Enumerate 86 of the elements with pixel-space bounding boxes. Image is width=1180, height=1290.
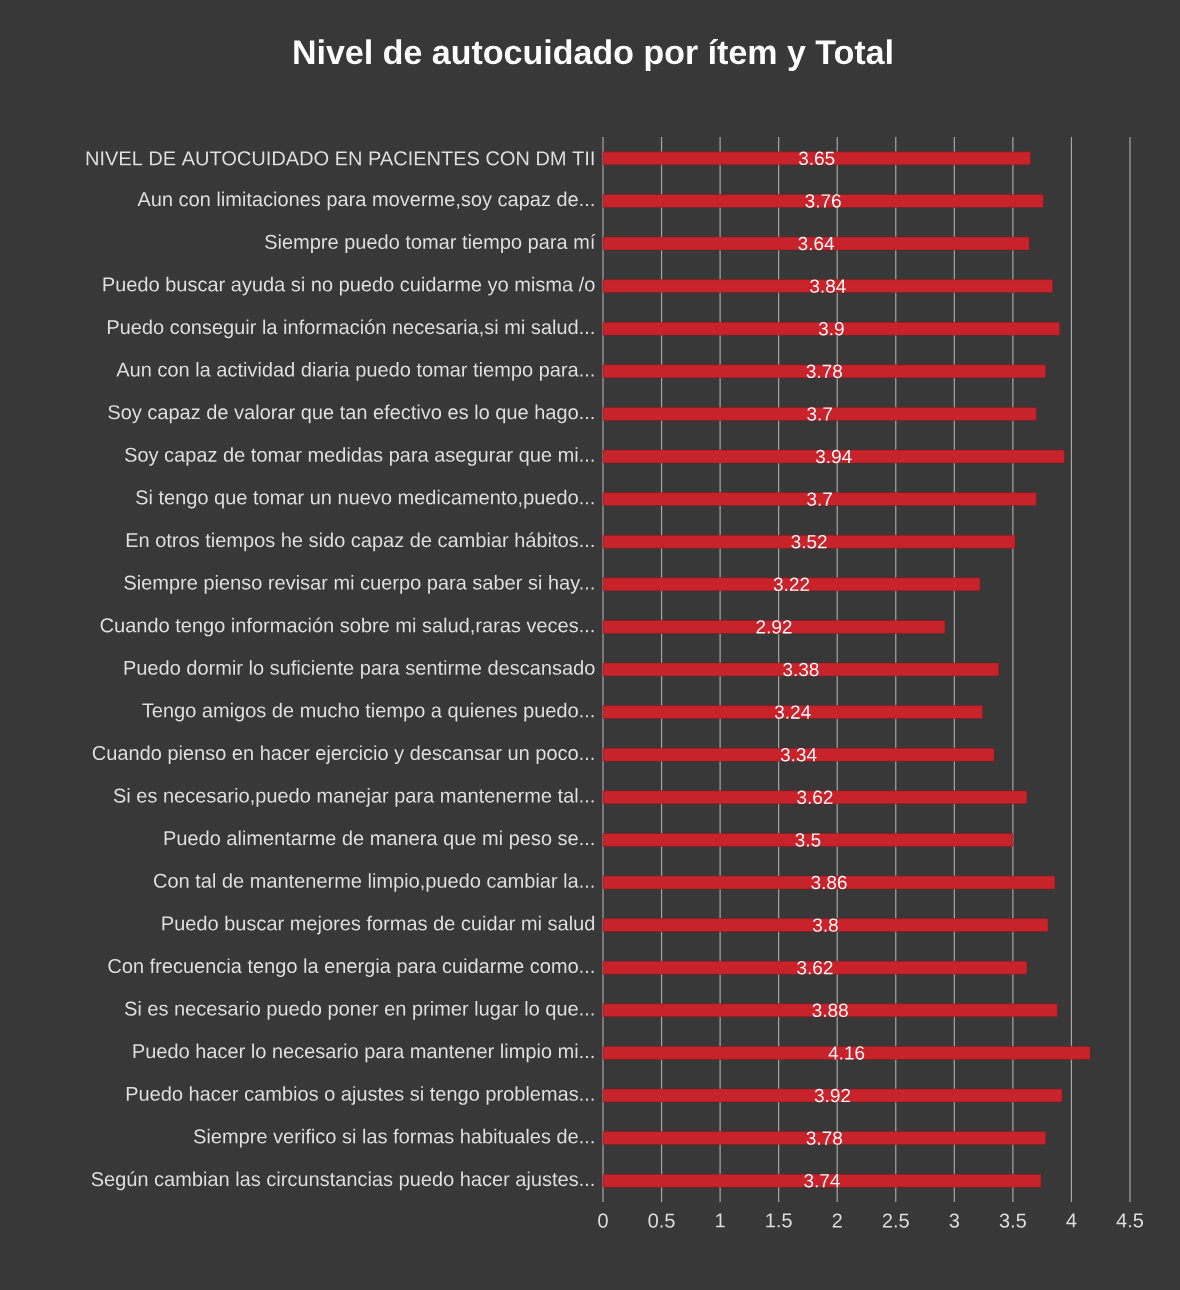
y-tick-label: Soy capaz de tomar medidas para asegurar que mi... [125, 447, 594, 466]
bar [602, 364, 1046, 379]
y-tick-label: Puedo dormir lo suficiente para sentirme descansado [124, 660, 595, 679]
data-label: 2.92 [756, 620, 792, 634]
bar [602, 449, 1065, 464]
x-tick-label: 1.5 [766, 1213, 792, 1228]
bar [602, 875, 1056, 890]
data-label: 3.62 [797, 790, 833, 805]
y-tick-label: Tengo amigos de mucho tiempo a quienes puedo... [142, 702, 594, 722]
y-tick-label: Puedo hacer lo necesario para mantener limpio mi... [133, 1043, 594, 1063]
y-tick-label: Con frecuencia tengo la energia para cuidarme como... [108, 958, 594, 978]
y-tick-label: Si tengo que tomar un nuevo medicamento,puedo... [136, 489, 594, 509]
data-label: 3.8 [813, 918, 838, 932]
bar [602, 620, 946, 634]
data-label: 3.78 [806, 1131, 842, 1145]
bar [602, 279, 1053, 293]
data-label: 3.94 [815, 449, 852, 464]
y-tick-label: Puedo alimentarme de manera que mi peso se... [164, 830, 594, 850]
y-tick-label: Aun con la actividad diaria puedo tomar tiempo para... [116, 362, 594, 381]
y-tick-label: Con tal de mantenerme limpio,puedo cambiar la... [154, 873, 594, 892]
y-tick-label: Puedo hacer cambios o ajustes si tengo problemas... [126, 1086, 594, 1105]
bar [602, 1131, 1046, 1145]
y-tick-label: Si es necesario,puedo manejar para mantenerme tal... [113, 787, 594, 807]
x-tick-label: 1 [716, 1213, 725, 1228]
data-label: 3.65 [798, 151, 835, 166]
data-label: 3.74 [804, 1173, 840, 1188]
bar [602, 790, 1028, 805]
data-label: 3.86 [811, 875, 847, 890]
data-label: 3.64 [798, 236, 835, 251]
data-label: 3.78 [806, 364, 842, 379]
data-label: 3.84 [810, 279, 846, 293]
y-tick-label: Aun con limitaciones para moverme,soy capaz de... [137, 191, 594, 211]
data-label: 3.7 [807, 492, 832, 506]
data-label: 3.76 [805, 194, 841, 208]
y-tick-label: Siempre pienso revisar mi cuerpo para saber si hay... [124, 574, 594, 594]
bar [602, 1046, 1091, 1060]
bar [602, 705, 983, 719]
data-label: 3.38 [783, 662, 819, 677]
y-tick-label: NIVEL DE AUTOCUIDADO EN PACIENTES CON DM TII [86, 151, 594, 166]
bar [602, 662, 1000, 677]
bar [602, 748, 995, 762]
x-tick-label: 0 [598, 1213, 608, 1228]
y-tick-label: Puedo buscar ayuda si no puedo cuidarme yo misma /o [103, 276, 595, 296]
bar [602, 577, 981, 592]
y-tick-label: Cuando tengo información sobre mi salud,raras veces... [100, 617, 594, 637]
data-label: 3.24 [774, 705, 811, 719]
data-label: 3.92 [814, 1088, 851, 1103]
x-tick-label: 4.5 [1116, 1213, 1144, 1228]
bar [602, 1174, 1042, 1188]
x-tick-label: 0.5 [648, 1213, 675, 1228]
data-label: 4.16 [828, 1046, 865, 1060]
y-tick-label: Según cambian las circunstancias puedo hacer ajustes... [91, 1171, 594, 1191]
bar [602, 194, 1044, 208]
bar [602, 1003, 1058, 1018]
x-tick-label: 3 [949, 1213, 959, 1228]
data-label: 3.34 [780, 747, 817, 762]
y-tick-label: Siempre puedo tomar tiempo para mí [265, 234, 596, 253]
x-tick-label: 2.5 [882, 1213, 909, 1228]
data-label: 3.22 [773, 577, 810, 592]
bar [602, 151, 1031, 166]
bar [602, 535, 1016, 549]
y-tick-label: En otros tiempos he sido capaz de cambiar hábitos... [126, 532, 594, 552]
y-tick-label: Siempre verifico si las formas habituales de... [193, 1128, 594, 1148]
x-tick-label: 2 [832, 1213, 842, 1228]
data-label: 3.5 [795, 833, 821, 847]
bar [602, 492, 1037, 506]
x-tick-label: 3.5 [999, 1213, 1026, 1228]
y-tick-label: Si es necesario puedo poner en primer lugar lo que... [124, 1000, 594, 1020]
y-tick-label: Puedo conseguir la información necesaria,si mi salud... [107, 319, 594, 339]
data-label: 3.88 [812, 1003, 848, 1018]
data-label: 3.52 [791, 534, 827, 549]
bar [602, 322, 1060, 336]
y-tick-label: Soy capaz de valorar que tan efectivo es lo que hago... [108, 404, 594, 424]
bar [602, 407, 1037, 421]
bar [602, 833, 1014, 847]
data-label: 3.7 [807, 407, 832, 421]
data-label: 3.9 [818, 321, 844, 336]
y-tick-label: Puedo buscar mejores formas de cuidar mi salud [162, 915, 595, 935]
bar [602, 918, 1049, 932]
data-label: 3.62 [797, 960, 833, 975]
bar [602, 1088, 1063, 1103]
x-tick-label: 4 [1066, 1213, 1077, 1228]
bar [602, 961, 1028, 975]
bar [602, 236, 1030, 251]
y-tick-label: Cuando pienso en hacer ejercicio y descansar un poco... [92, 745, 594, 765]
chart-title: Nivel de autocuidado por ítem y Total [294, 38, 892, 71]
